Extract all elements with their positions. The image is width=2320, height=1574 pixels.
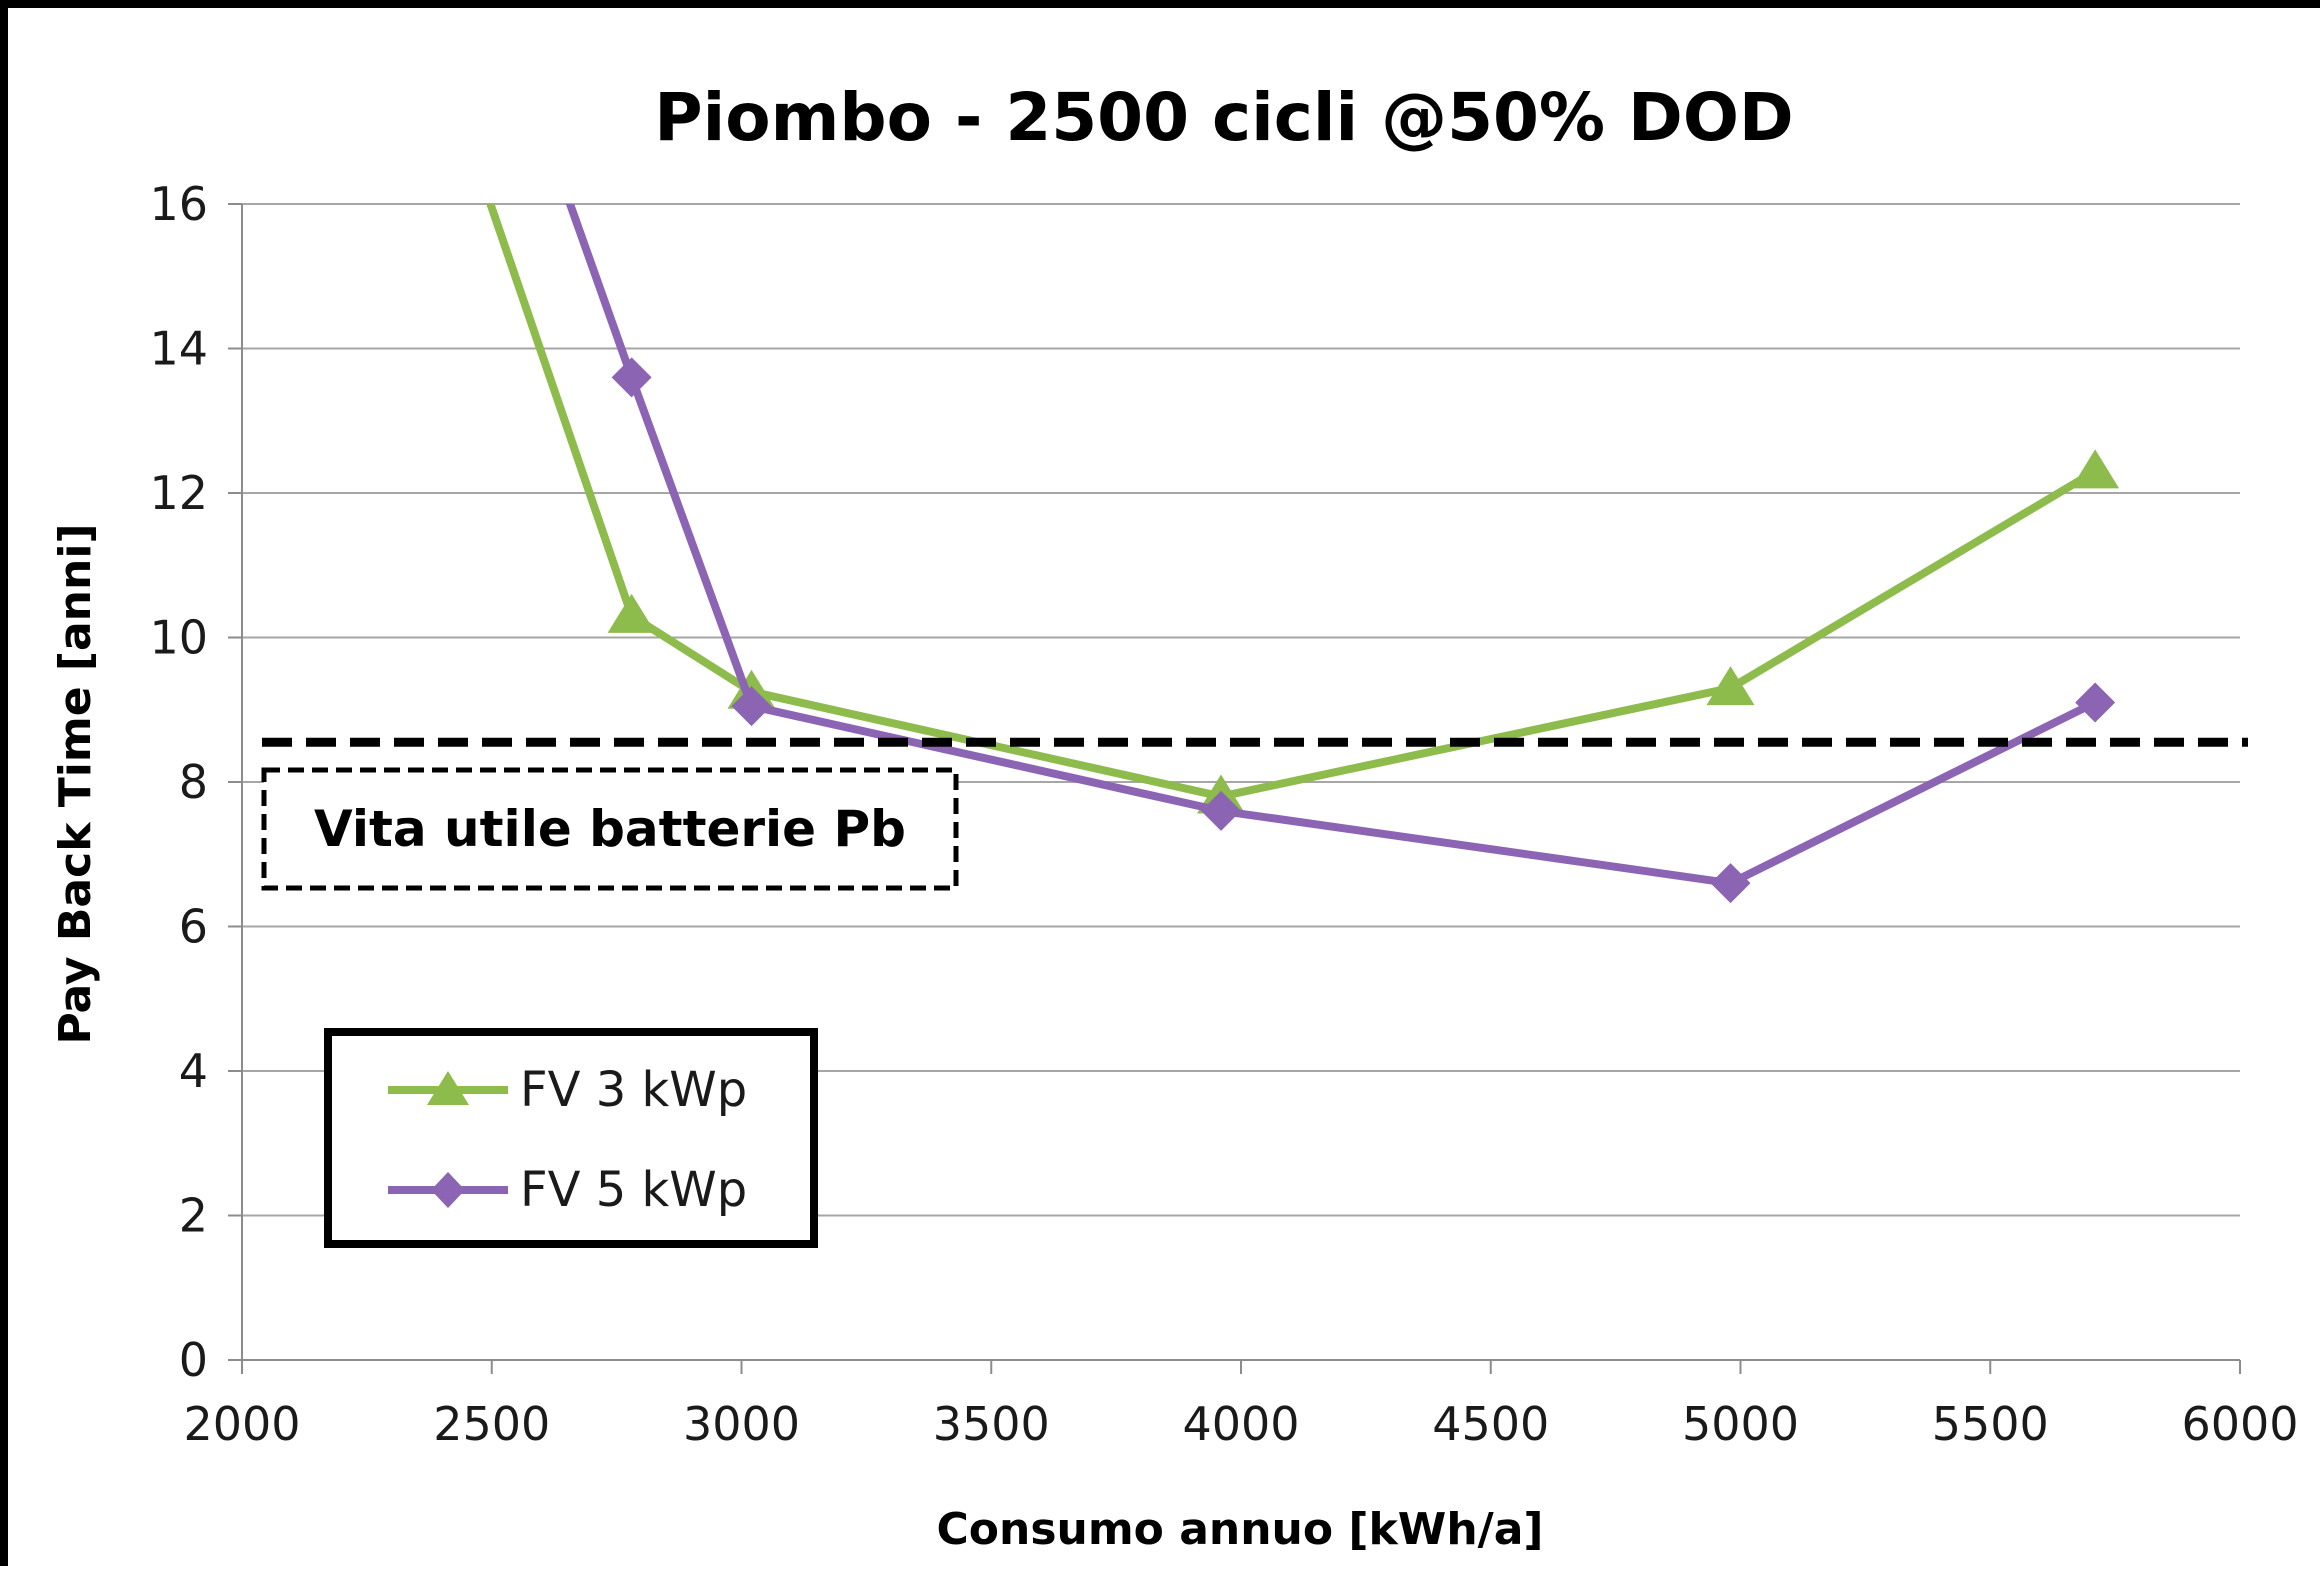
legend-label-fv3: FV 3 kWp: [520, 1062, 747, 1118]
x-tick-label: 4500: [1432, 1397, 1549, 1451]
point-fv3-5710: [2071, 449, 2120, 489]
annotation-border: [261, 767, 959, 891]
legend-diamond-icon: [431, 1172, 465, 1208]
y-axis-title: Pay Back Time [anni]: [50, 523, 101, 1044]
x-tick-label: 3500: [933, 1397, 1050, 1451]
y-tick-label: 12: [149, 466, 208, 520]
x-tick-label: 3000: [683, 1397, 800, 1451]
y-axis-ticks: 0 2 4 6 8 10 12 14 16: [149, 177, 242, 1387]
y-tick-label: 2: [179, 1189, 208, 1243]
x-tick-label: 5000: [1682, 1397, 1799, 1451]
y-tick-label: 0: [179, 1333, 208, 1387]
x-tick-label: 4000: [1182, 1397, 1299, 1451]
y-tick-label: 8: [179, 755, 208, 809]
point-fv5-5710: [2075, 682, 2116, 723]
x-axis-ticks: 2000 2500 3000 3500 4000 4500 5000 5500 6000: [183, 1360, 2299, 1451]
series-line-fv5: [565, 204, 2097, 888]
legend-triangle-icon: [427, 1071, 469, 1105]
point-fv5-3960: [1201, 790, 1242, 831]
point-fv5-3020: [731, 686, 772, 727]
y-tick-label: 16: [149, 177, 208, 231]
x-tick-label: 2500: [433, 1397, 550, 1451]
annotation-box: Vita utile batterie Pb: [261, 767, 959, 891]
y-tick-label: 14: [149, 322, 208, 376]
chart-title: Piombo - 2500 cicli @50% DOD: [654, 79, 1793, 156]
point-fv5-4980: [1710, 863, 1751, 904]
point-fv3-2780: [607, 593, 656, 633]
y-tick-label: 4: [179, 1044, 208, 1098]
legend-box: [324, 1028, 818, 1248]
x-tick-label: 6000: [2181, 1397, 2298, 1451]
point-fv3-4980: [1706, 666, 1755, 706]
line-chart: Piombo - 2500 cicli @50% DOD 0 2 4 6 8 10 12 14…: [50, 79, 2299, 1555]
y-tick-label: 10: [149, 611, 208, 665]
x-tick-label: 5500: [1932, 1397, 2049, 1451]
legend: FV 3 kWp FV 5 kWp: [324, 1028, 818, 1248]
x-tick-label: 2000: [183, 1397, 300, 1451]
point-fv5-2780: [611, 357, 652, 398]
annotation-label: Vita utile batterie Pb: [314, 800, 906, 858]
x-axis-title: Consumo annuo [kWh/a]: [936, 1504, 1543, 1555]
y-tick-label: 6: [179, 900, 208, 954]
legend-label-fv5: FV 5 kWp: [520, 1162, 747, 1218]
